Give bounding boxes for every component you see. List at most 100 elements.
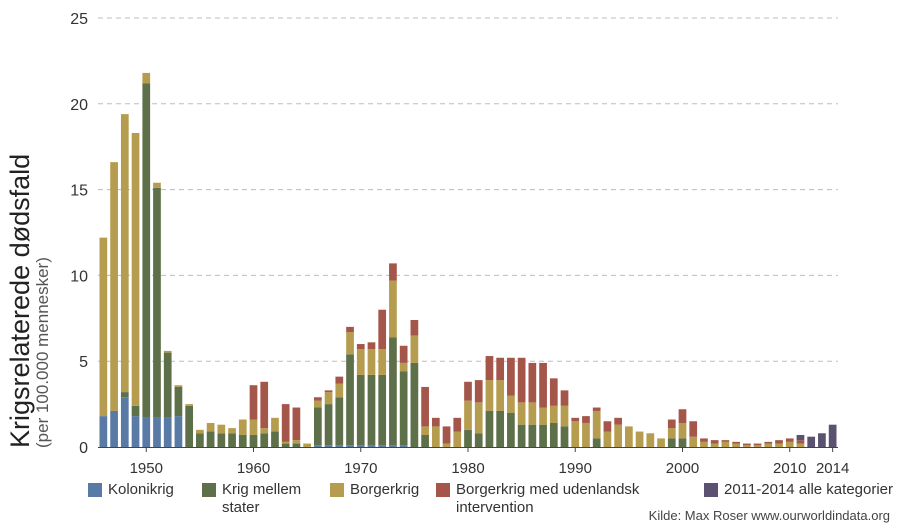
bar-segment: [174, 416, 183, 447]
bar-segment: [775, 440, 783, 444]
bar-segment: [367, 445, 376, 447]
bar-segment: [796, 440, 805, 444]
bar-segment: [507, 357, 515, 396]
bar-segment: [356, 374, 365, 446]
bar-segment: [324, 390, 333, 393]
bar-segment: [528, 424, 537, 447]
bar-segment: [292, 407, 301, 441]
bar-segment: [796, 443, 805, 447]
bar-segment: [667, 428, 676, 439]
bar-segment: [303, 443, 311, 447]
x-tick-label: 1950: [130, 460, 163, 477]
bar-segment: [689, 421, 698, 437]
bar-segment: [260, 381, 269, 429]
bar-segment: [560, 390, 569, 406]
bar-segment: [281, 443, 290, 447]
bar-segment: [153, 182, 161, 188]
bar-segment: [110, 410, 118, 447]
bar-segment: [335, 397, 344, 446]
bar-segment: [335, 445, 344, 447]
bar-segment: [110, 162, 118, 411]
legend-swatch: [330, 483, 344, 497]
legend-swatch: [88, 483, 102, 497]
y-axis-label: Krigsrelaterede dødsfald: [5, 153, 35, 448]
bar-segment: [582, 416, 590, 423]
bar-segment: [260, 428, 269, 434]
bar-segment: [174, 386, 183, 417]
bar-segment: [367, 342, 376, 350]
bar-segment: [474, 433, 483, 447]
bar-segment: [507, 395, 515, 413]
bar-segment: [153, 187, 161, 418]
bar-segment: [378, 349, 387, 375]
bar-segment: [196, 429, 204, 434]
bar-segment: [678, 409, 687, 423]
bar-segment: [163, 350, 172, 353]
bar-segment: [539, 407, 547, 425]
bar-segment: [603, 431, 612, 447]
bar-segment: [539, 362, 547, 408]
bar-segment: [142, 72, 151, 84]
x-tick-label: 2000: [666, 460, 699, 477]
bar-segment: [399, 371, 408, 446]
bar-segment: [528, 362, 537, 403]
bar-segment: [732, 441, 740, 444]
bar-segment: [324, 445, 333, 447]
bar-segment: [496, 410, 505, 447]
bar-segment: [678, 438, 687, 447]
bar-segment: [389, 280, 397, 338]
bar-segment: [324, 404, 333, 446]
bar-segment: [753, 443, 762, 446]
bar-segment: [549, 422, 558, 447]
bar-segment: [174, 385, 183, 387]
bar-segment: [313, 400, 322, 408]
bar-segment: [742, 445, 751, 447]
bar-segment: [592, 407, 601, 411]
bar-segment: [378, 374, 387, 446]
bar-segment: [828, 424, 837, 447]
bar-segment: [442, 426, 451, 444]
legend: Kolonikrig Krig mellem stater Borgerkrig…: [88, 481, 893, 521]
bar-segment: [625, 426, 633, 447]
bar-segment: [646, 433, 655, 447]
bar-segment: [496, 380, 505, 411]
bar-segment: [421, 434, 429, 447]
bar-segment: [528, 402, 537, 425]
bar-segment: [818, 433, 826, 447]
bar-segment: [313, 445, 322, 447]
bar-segment: [399, 345, 408, 363]
bar-segment: [539, 424, 547, 447]
bar-segment: [142, 417, 151, 447]
bar-segment: [346, 326, 354, 333]
bar-segment: [517, 402, 526, 425]
bar-segment: [249, 419, 258, 435]
bar-segment: [614, 417, 622, 425]
bar-segment: [700, 441, 708, 447]
bar-segment: [313, 407, 322, 446]
bar-segment: [367, 374, 376, 446]
bar-segment: [163, 352, 172, 418]
bar-segment: [131, 416, 140, 447]
bar-segment: [431, 426, 440, 447]
bar-segment: [474, 402, 483, 434]
bar-segment: [517, 424, 526, 447]
bar-segment: [464, 400, 472, 430]
legend-swatch: [704, 483, 718, 497]
bar-segment: [721, 440, 730, 442]
bar-segment: [796, 434, 805, 441]
bar-segment: [399, 445, 408, 447]
bar-segment: [431, 417, 440, 427]
bar-segment: [464, 381, 472, 401]
bar-segment: [335, 383, 344, 398]
bar-segment: [206, 431, 215, 447]
bar-segment: [507, 412, 515, 447]
bar-segment: [410, 320, 419, 336]
bar-segment: [131, 405, 140, 417]
bar-segment: [313, 397, 322, 401]
legend-label: Borgerkrig: [350, 481, 420, 498]
bar-segment: [474, 380, 483, 403]
bar-segment: [367, 349, 376, 375]
bar-segment: [260, 433, 269, 447]
bar-segment: [710, 440, 719, 444]
y-tick-label: 10: [70, 268, 88, 285]
